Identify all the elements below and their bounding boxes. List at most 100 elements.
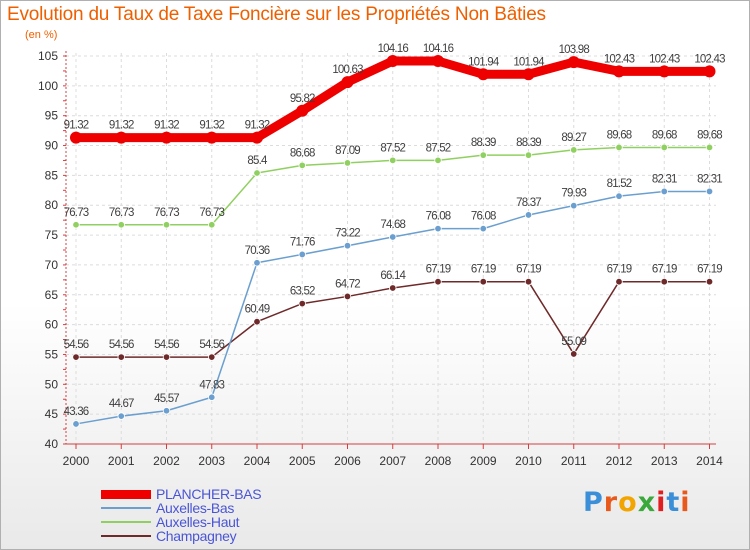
data-label: 101.94 (468, 56, 500, 68)
data-point (208, 393, 216, 401)
data-point (160, 131, 173, 144)
data-label: 102.43 (694, 53, 725, 65)
data-point (477, 68, 490, 81)
data-point (660, 143, 668, 152)
y-tick-label: 100 (38, 79, 58, 93)
data-label: 47.83 (199, 379, 224, 391)
y-tick-label: 40 (45, 437, 59, 451)
data-point (341, 76, 354, 89)
data-point (208, 221, 216, 229)
data-label: 91.32 (154, 120, 179, 132)
data-label: 91.32 (245, 120, 270, 132)
legend-swatch (101, 490, 151, 499)
data-point (115, 131, 128, 144)
data-point (298, 161, 306, 170)
x-tick-label: 2007 (379, 454, 406, 468)
x-tick-label: 2000 (63, 454, 90, 468)
data-point (343, 159, 352, 167)
data-point (660, 277, 668, 286)
x-tick-label: 2005 (289, 454, 316, 468)
data-label: 100.63 (332, 64, 363, 76)
data-point (705, 277, 714, 286)
logo-letter: t (666, 487, 681, 518)
data-point (434, 277, 442, 286)
data-point (70, 131, 82, 144)
data-label: 104.16 (378, 43, 409, 55)
data-point (524, 151, 533, 159)
axis-layer: 40 45 50 55 60 65 70 75 80 85 90 95 100 105 2000 2001 20… (38, 49, 723, 468)
data-label: 67.19 (652, 264, 677, 276)
data-label: 67.19 (697, 264, 722, 276)
data-point (253, 317, 261, 326)
data-label: 87.52 (380, 142, 405, 154)
y-tick-label: 50 (45, 377, 59, 391)
legend-label: Champagney (156, 528, 237, 544)
data-label: 87.09 (335, 145, 360, 157)
data-point (658, 65, 671, 78)
data-point (117, 353, 125, 361)
legend-swatch (101, 521, 151, 523)
chart-title: Evolution du Taux de Taxe Foncière sur l… (7, 4, 546, 25)
legend-item-auxelles-bas[interactable]: Auxelles-Bas (101, 500, 341, 516)
data-label: 76.73 (199, 207, 224, 219)
data-label: 87.52 (426, 142, 451, 154)
data-point (298, 299, 306, 308)
data-label: 70.36 (245, 245, 270, 257)
legend-item-auxelles-haut[interactable]: Auxelles-Haut (101, 514, 341, 530)
data-point (660, 187, 668, 196)
logo-letter: i (680, 487, 691, 518)
data-label: 67.19 (516, 264, 541, 276)
data-label: 76.73 (154, 207, 179, 219)
legend-item-champagney[interactable]: Champagney (101, 528, 341, 544)
legend-label: PLANCHER-BAS (156, 486, 262, 502)
x-tick-label: 2012 (606, 454, 633, 468)
data-label: 104.16 (423, 43, 454, 55)
logo-letter: P (583, 487, 604, 518)
y-tick-label: 90 (45, 139, 59, 153)
data-point (117, 412, 125, 420)
x-tick-label: 2011 (561, 454, 587, 468)
data-point (705, 143, 714, 152)
data-label: 88.39 (471, 137, 496, 149)
data-label: 54.56 (109, 339, 134, 351)
data-point (434, 156, 442, 165)
data-label: 43.36 (64, 406, 89, 418)
y-axis-unit-label: (en %) (25, 29, 58, 41)
data-point (72, 420, 80, 428)
legend-item-plancher-bas[interactable]: PLANCHER-BAS (101, 486, 341, 502)
y-tick-label: 75 (45, 228, 59, 242)
proxiti-logo: Proxiti (583, 487, 691, 518)
data-label: 76.73 (109, 207, 134, 219)
data-label: 60.49 (245, 304, 270, 316)
data-point (251, 131, 263, 144)
data-label: 89.68 (652, 129, 677, 141)
data-point (613, 65, 625, 78)
data-label: 82.31 (652, 173, 677, 185)
data-label: 55.09 (561, 336, 586, 348)
legend-swatch (101, 507, 151, 509)
data-point (615, 192, 623, 200)
data-point (343, 292, 352, 301)
data-label: 91.32 (109, 120, 134, 132)
data-point (570, 201, 578, 210)
data-point (205, 131, 218, 144)
y-tick-label: 80 (45, 198, 59, 212)
y-tick-label: 55 (45, 347, 59, 361)
data-label: 101.94 (513, 56, 545, 68)
data-point (524, 277, 533, 286)
y-tick-label: 85 (45, 168, 59, 182)
x-tick-label: 2008 (425, 454, 452, 468)
data-point (162, 221, 171, 229)
data-label: 102.43 (604, 53, 635, 65)
y-tick-label: 65 (45, 288, 59, 302)
data-point (703, 65, 716, 78)
x-tick-label: 2002 (153, 454, 180, 468)
data-point (522, 68, 535, 81)
data-point (343, 242, 352, 250)
data-point (479, 224, 487, 233)
y-tick-label: 95 (45, 109, 59, 123)
grid-layer (66, 53, 716, 445)
data-point (162, 407, 171, 415)
